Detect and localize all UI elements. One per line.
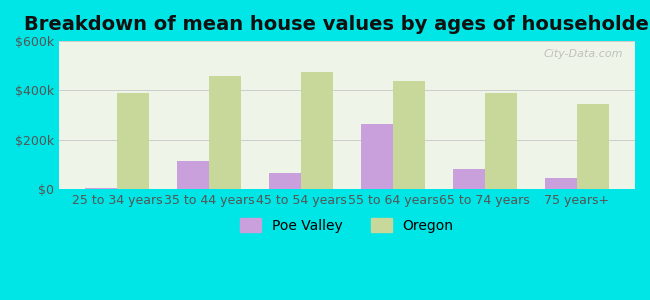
Bar	[577, 104, 609, 189]
Bar	[361, 124, 393, 189]
Bar	[452, 169, 485, 189]
Legend: Poe Valley, Oregon: Poe Valley, Oregon	[235, 213, 460, 238]
Text: City-Data.com: City-Data.com	[544, 49, 623, 58]
Bar	[209, 76, 241, 189]
Bar	[393, 81, 425, 189]
Bar	[177, 161, 209, 189]
Bar	[545, 178, 577, 189]
Bar	[301, 72, 333, 189]
Title: Breakdown of mean house values by ages of householders: Breakdown of mean house values by ages o…	[24, 15, 650, 34]
Bar	[85, 188, 117, 189]
Bar	[269, 173, 301, 189]
Bar	[485, 93, 517, 189]
Bar	[117, 93, 150, 189]
